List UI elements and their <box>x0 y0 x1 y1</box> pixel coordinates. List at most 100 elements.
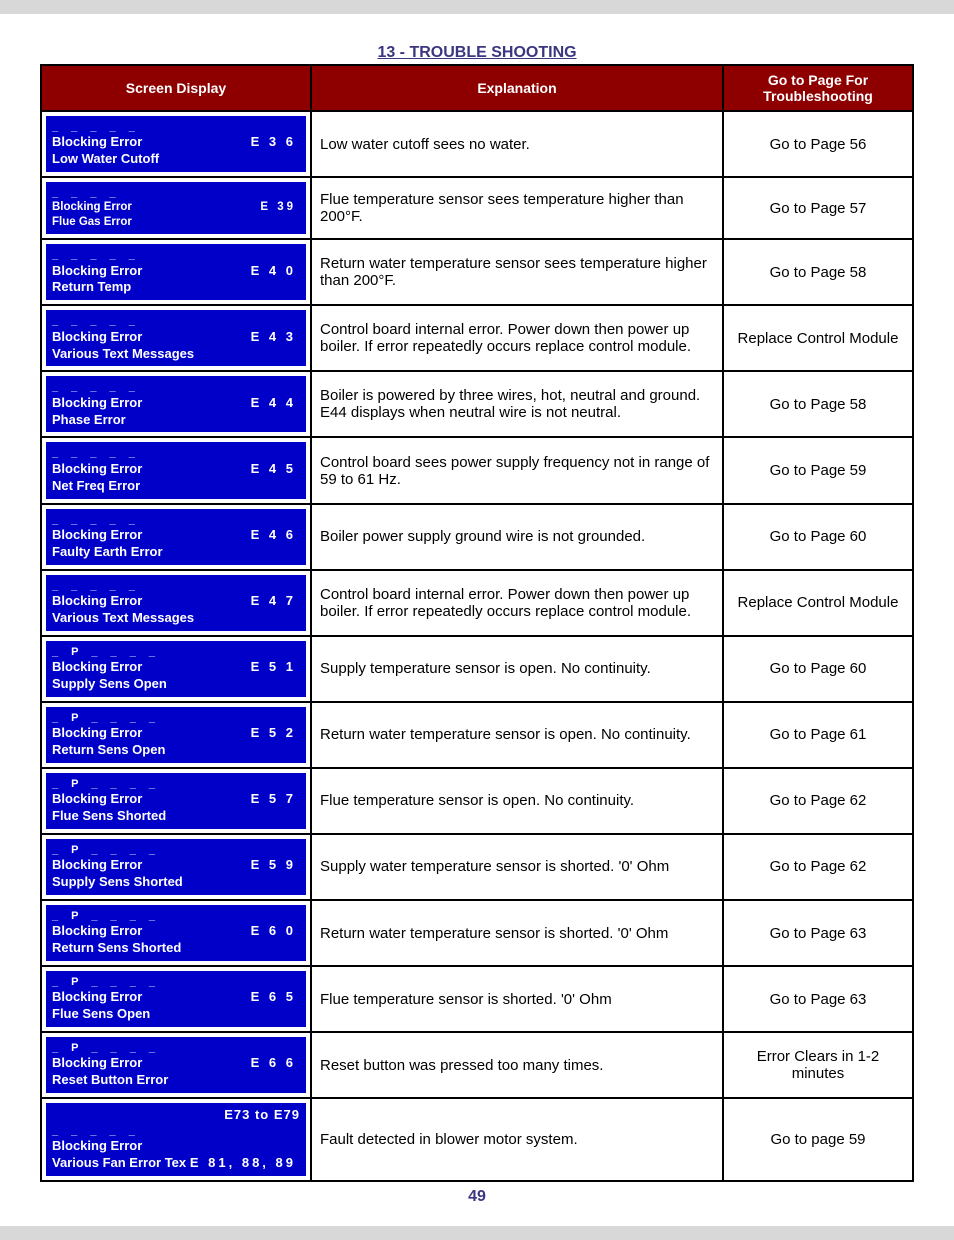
lcd-error-msg: Low Water Cutoff <box>52 151 300 168</box>
explanation-cell: Supply water temperature sensor is short… <box>311 834 723 900</box>
lcd-error-msg: Various Fan Error Tex <box>52 1155 186 1172</box>
explanation-cell: Boiler is powered by three wires, hot, n… <box>311 371 723 437</box>
table-row: _ _ _ _ _Blocking ErrorE 4 6Faulty Earth… <box>41 504 913 570</box>
lcd-dash-line: _ P _ _ _ _ <box>52 645 300 659</box>
lcd-error-msg: Various Text Messages <box>52 346 300 363</box>
lcd-dash-line: _ _ _ _ _ <box>52 446 300 460</box>
table-row: _ P _ _ _ _Blocking ErrorE 6 6Reset Butt… <box>41 1032 913 1098</box>
lcd-screen: _ _ _ _ _Blocking ErrorE 4 7Various Text… <box>46 575 306 631</box>
lcd-line1: Blocking ErrorE 5 2 <box>52 725 300 742</box>
lcd-screen: _ _ _ _ _Blocking ErrorE 4 4Phase Error <box>46 376 306 432</box>
header-screen-display: Screen Display <box>41 65 311 111</box>
lcd-line1: Blocking ErrorE 6 5 <box>52 989 300 1006</box>
lcd-dash-line: _ P _ _ _ _ <box>52 711 300 725</box>
explanation-cell: Supply temperature sensor is open. No co… <box>311 636 723 702</box>
goto-cell: Error Clears in 1-2 minutes <box>723 1032 913 1098</box>
screen-display-cell: _ P _ _ _ _Blocking ErrorE 6 5Flue Sens … <box>41 966 311 1032</box>
table-row: _ _ _ _ _Blocking ErrorE 4 3Various Text… <box>41 305 913 371</box>
lcd-dash-line: _ P _ _ _ _ <box>52 909 300 923</box>
lcd-error-msg: Flue Sens Open <box>52 1006 300 1023</box>
table-row: E73 to E79_ _ _ _ _Blocking ErrorVarious… <box>41 1098 913 1181</box>
lcd-extra-code: E 81, 88, 89 <box>190 1155 300 1172</box>
lcd-error-label: Blocking Error <box>52 923 142 940</box>
goto-cell: Go to Page 60 <box>723 636 913 702</box>
goto-cell: Go to Page 62 <box>723 768 913 834</box>
screen-display-cell: _ _ _ _ _Blocking ErrorE 3 6Low Water Cu… <box>41 111 311 177</box>
table-row: _ P _ _ _ _Blocking ErrorE 6 5Flue Sens … <box>41 966 913 1032</box>
goto-cell: Go to Page 60 <box>723 504 913 570</box>
lcd-error-msg: Various Text Messages <box>52 610 300 627</box>
lcd-screen: _ P _ _ _ _Blocking ErrorE 6 5Flue Sens … <box>46 971 306 1027</box>
goto-cell: Go to Page 63 <box>723 900 913 966</box>
lcd-error-label: Blocking Error <box>52 593 142 610</box>
explanation-cell: Flue temperature sensor is open. No cont… <box>311 768 723 834</box>
lcd-dash-line: _ _ _ _ _ <box>52 513 300 527</box>
screen-display-cell: _ P _ _ _ _Blocking ErrorE 6 6Reset Butt… <box>41 1032 311 1098</box>
lcd-screen: E73 to E79_ _ _ _ _Blocking ErrorVarious… <box>46 1103 306 1176</box>
screen-display-cell: _ P _ _ _ _Blocking ErrorE 6 0Return Sen… <box>41 900 311 966</box>
explanation-cell: Control board internal error. Power down… <box>311 305 723 371</box>
lcd-error-msg: Flue Sens Shorted <box>52 808 300 825</box>
bottom-gray-bar <box>0 1226 954 1240</box>
lcd-error-code: E 5 2 <box>251 725 300 742</box>
goto-cell: Go to Page 62 <box>723 834 913 900</box>
lcd-error-code: E 4 0 <box>251 263 300 280</box>
screen-display-cell: _ P _ _ _ _Blocking Error E 5 1Supply Sen… <box>41 636 311 702</box>
screen-display-cell: E73 to E79_ _ _ _ _Blocking ErrorVarious… <box>41 1098 311 1181</box>
lcd-dash-line: _ P _ _ _ _ <box>52 1041 300 1055</box>
lcd-error-code: E 5 1 <box>251 659 300 676</box>
lcd-error-code: E 6 0 <box>251 923 300 940</box>
lcd-error-msg: Phase Error <box>52 412 300 429</box>
lcd-screen: _ P _ _ _ _Blocking ErrorE 6 6Reset Butt… <box>46 1037 306 1093</box>
lcd-dash-line: _ P _ _ _ _ <box>52 975 300 989</box>
goto-cell: Go to Page 56 <box>723 111 913 177</box>
lcd-line1: Blocking Error E 6 0 <box>52 923 300 940</box>
header-goto: Go to Page For Troubleshooting <box>723 65 913 111</box>
lcd-line1: Blocking ErrorE 6 6 <box>52 1055 300 1072</box>
goto-cell: Replace Control Module <box>723 570 913 636</box>
screen-display-cell: _ _ _ _ _Blocking ErrorE 4 7Various Text… <box>41 570 311 636</box>
lcd-error-msg: Net Freq Error <box>52 478 300 495</box>
lcd-line1: Blocking ErrorE 3 6 <box>52 134 300 151</box>
lcd-dash-line: _ _ _ _ _ <box>52 314 300 328</box>
lcd-error-msg: Flue Gas Error <box>52 215 300 230</box>
lcd-line2: Various Fan Error TexE 81, 88, 89 <box>52 1155 300 1172</box>
lcd-error-msg: Supply Sens Open <box>52 676 300 693</box>
lcd-line1: Blocking ErrorE 5 7 <box>52 791 300 808</box>
lcd-line1: Blocking Error <box>52 1138 300 1155</box>
goto-cell: Go to Page 58 <box>723 371 913 437</box>
lcd-dash-line: _ P _ _ _ _ <box>52 777 300 791</box>
screen-display-cell: _ P _ _ _ _Blocking ErrorE 5 2Return Sen… <box>41 702 311 768</box>
table-row: _ P _ _ _ _Blocking ErrorE 6 0Return Sen… <box>41 900 913 966</box>
lcd-error-msg: Faulty Earth Error <box>52 544 300 561</box>
screen-display-cell: _ _ _ _ _Blocking Error E 4 5Net Freq Err… <box>41 437 311 503</box>
table-row: _ _ _ _Blocking ErrorE 39Flue Gas ErrorF… <box>41 177 913 239</box>
lcd-error-label: Blocking Error <box>52 659 142 676</box>
explanation-cell: Control board sees power supply frequenc… <box>311 437 723 503</box>
goto-cell: Replace Control Module <box>723 305 913 371</box>
lcd-dash-line: _ _ _ _ _ <box>52 380 300 394</box>
lcd-error-msg: Supply Sens Shorted <box>52 874 300 891</box>
explanation-cell: Return water temperature sensor is short… <box>311 900 723 966</box>
lcd-error-code: E 4 7 <box>251 593 300 610</box>
lcd-error-label: Blocking Error <box>52 329 142 346</box>
screen-display-cell: _ _ _ _ _Blocking ErrorE 4 6Faulty Earth… <box>41 504 311 570</box>
lcd-error-code: E 4 6 <box>251 527 300 544</box>
lcd-screen: _ P _ _ _ _Blocking ErrorE 5 2Return Sen… <box>46 707 306 763</box>
explanation-cell: Flue temperature sensor sees temperature… <box>311 177 723 239</box>
screen-display-cell: _ P _ _ _ _Blocking ErrorE 5 7Flue Sens … <box>41 768 311 834</box>
lcd-error-label: Blocking Error <box>52 461 142 478</box>
lcd-screen: _ P _ _ _ _Blocking Error E 5 1Supply Sen… <box>46 641 306 697</box>
page-number: 49 <box>40 1188 914 1206</box>
lcd-error-msg: Return Sens Open <box>52 742 300 759</box>
lcd-dash-line: _ _ _ _ _ <box>52 1124 300 1138</box>
lcd-line1: Blocking ErrorE 4 4 <box>52 395 300 412</box>
lcd-error-code: E 4 5 <box>251 461 300 478</box>
lcd-error-msg: Return Temp <box>52 279 300 296</box>
table-row: _ _ _ _ _Blocking ErrorE 4 4Phase ErrorB… <box>41 371 913 437</box>
screen-display-cell: _ _ _ _Blocking ErrorE 39Flue Gas Error <box>41 177 311 239</box>
lcd-screen: _ P _ _ _ _Blocking ErrorE 5 7Flue Sens … <box>46 773 306 829</box>
explanation-cell: Return water temperature sensor sees tem… <box>311 239 723 305</box>
lcd-screen: _ P _ _ _ _Blocking ErrorE 6 0Return Sen… <box>46 905 306 961</box>
lcd-line1: Blocking ErrorE 4 0 <box>52 263 300 280</box>
